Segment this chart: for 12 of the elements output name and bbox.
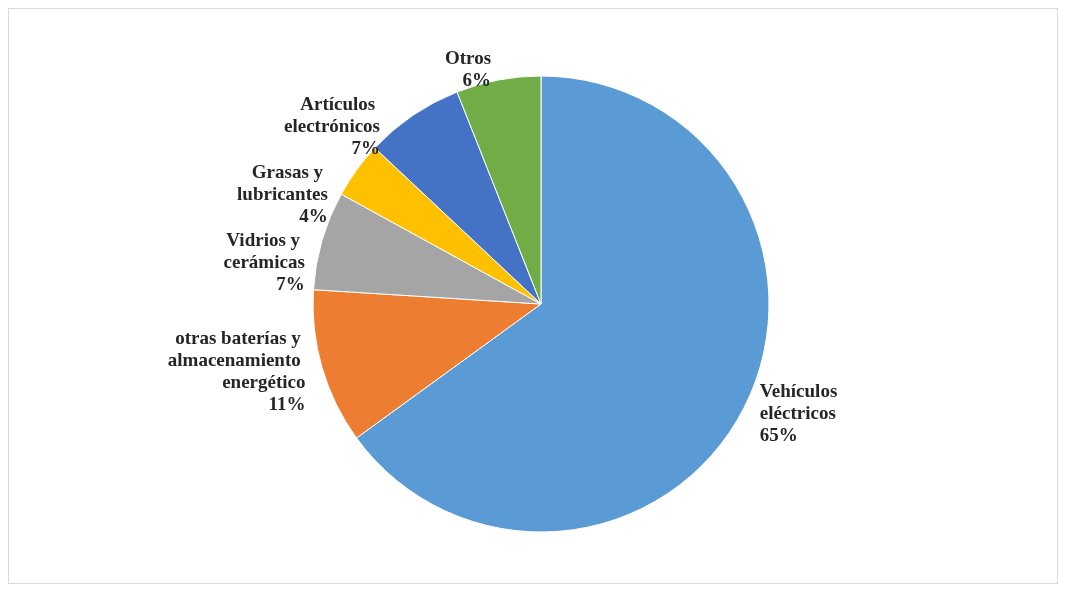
slice-label: Vidrios y cerámicas bbox=[223, 228, 305, 272]
data-label: 11% bbox=[268, 393, 306, 415]
slice-label: Vehículos eléctricos bbox=[759, 380, 843, 424]
data-label: 6% bbox=[462, 68, 492, 90]
data-label: 7% bbox=[276, 272, 305, 294]
slice-label: Otros bbox=[444, 46, 492, 68]
data-label: 7% bbox=[351, 136, 380, 158]
data-label: 4% bbox=[299, 204, 328, 226]
slice-label: Artículos electrónicos bbox=[283, 92, 380, 136]
slice-label: otras baterías y almacenamiento energético bbox=[167, 327, 306, 393]
slice-label: Grasas y lubricantes bbox=[237, 160, 328, 204]
data-label: 65% bbox=[759, 424, 798, 446]
